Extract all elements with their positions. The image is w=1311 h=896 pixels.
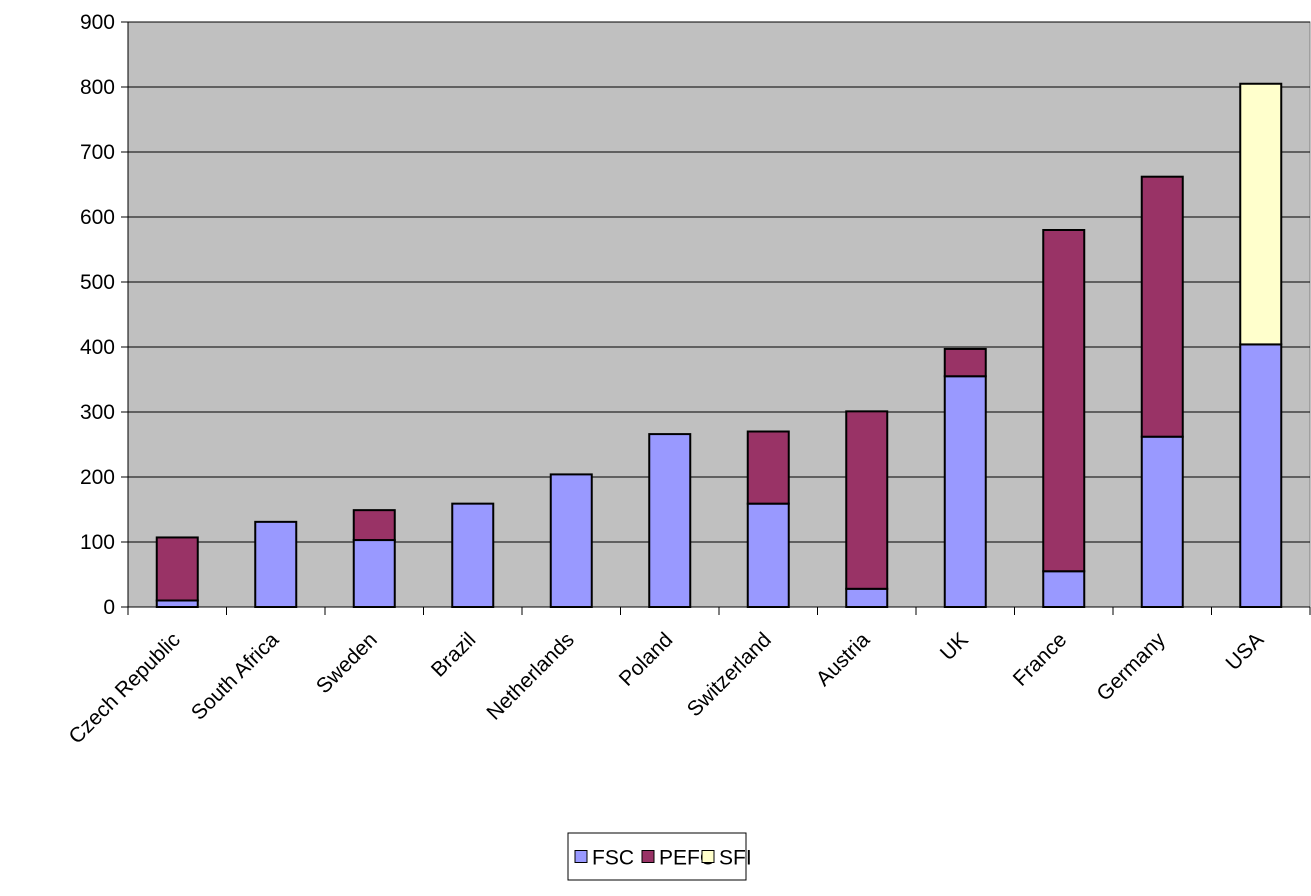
bar-pefc-sweden (352, 509, 396, 542)
x-category-label: Germany (1092, 628, 1170, 706)
legend-label-sfi: SFI (719, 847, 752, 870)
bar-pefc-switzerland (746, 430, 790, 505)
x-category-label: Brazil (427, 628, 480, 681)
bar-sfi-usa (1239, 82, 1283, 346)
gridlines (128, 21, 1310, 543)
bar-pefc-austria (845, 410, 889, 590)
bar-fsc-usa (1239, 343, 1283, 608)
x-category-label: France (1009, 628, 1071, 690)
legend-swatch-sfi (701, 850, 715, 863)
y-tick-label: 200 (80, 466, 115, 489)
bar-fsc-brazil (451, 502, 495, 608)
bar-fsc-switzerland (746, 502, 790, 608)
bar-fsc-poland (648, 433, 692, 608)
x-category-label: Austria (812, 628, 875, 691)
x-category-label: Poland (615, 628, 678, 691)
bar-fsc-austria (845, 587, 889, 608)
x-category-label: Netherlands (482, 628, 578, 724)
bar-pefc-france (1042, 229, 1086, 573)
x-category-label: South Africa (187, 628, 284, 725)
bar-pefc-uk (943, 347, 987, 378)
axes (121, 21, 1311, 615)
legend-swatch-fsc (574, 850, 588, 863)
plot-area (127, 21, 1311, 608)
legend-label-pefc: PEFC (659, 847, 715, 870)
y-axis-tick-labels: 0 100 200 300 400 500 600 700 800 900 (80, 11, 115, 619)
bar-fsc-netherlands (549, 473, 593, 608)
x-category-label: UK (936, 628, 973, 665)
x-category-label: USA (1221, 628, 1268, 675)
y-tick-label: 900 (80, 11, 115, 34)
y-tick-label: 600 (80, 206, 115, 229)
bar-pefc-germany (1140, 175, 1184, 438)
bar-pefc-czech-republic (155, 536, 199, 602)
y-tick-label: 400 (80, 336, 115, 359)
bars (155, 82, 1283, 609)
y-tick-label: 700 (80, 141, 115, 164)
x-category-label: Czech Republic (65, 628, 185, 748)
y-tick-label: 500 (80, 271, 115, 294)
y-tick-label: 100 (80, 531, 115, 554)
bar-fsc-south-africa (254, 520, 298, 608)
legend: FSC PEFC SFI (567, 832, 752, 881)
legend-label-fsc: FSC (592, 847, 634, 870)
bar-fsc-germany (1140, 435, 1184, 609)
bar-fsc-sweden (352, 539, 396, 608)
y-tick-label: 0 (103, 596, 115, 619)
legend-box (567, 832, 747, 881)
y-tick-label: 300 (80, 401, 115, 424)
bar-fsc-uk (943, 375, 987, 608)
legend-swatch-pefc (641, 850, 655, 863)
y-tick-label: 800 (80, 76, 115, 99)
x-category-label: Sweden (312, 628, 382, 698)
x-axis-category-labels: Czech Republic South Africa Sweden Brazil Ne… (65, 628, 1269, 749)
x-category-label: Switzerland (683, 628, 776, 721)
bar-fsc-france (1042, 570, 1086, 608)
